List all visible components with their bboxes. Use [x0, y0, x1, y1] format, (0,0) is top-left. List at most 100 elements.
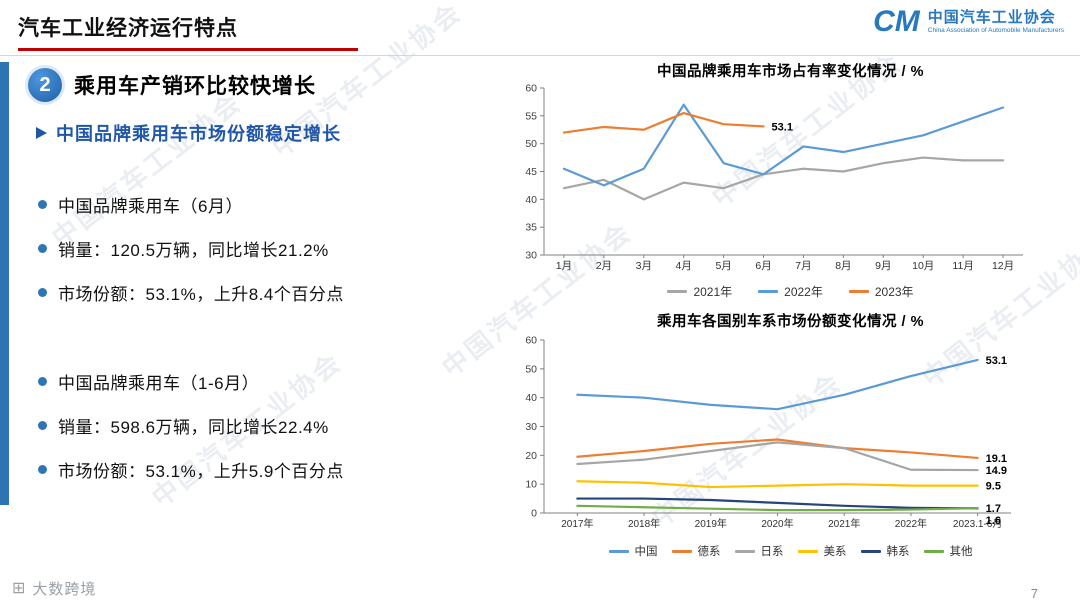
x-axis-label: 9月 — [875, 260, 891, 272]
cama-logo: CM 中国汽车工业协会 China Association of Automob… — [873, 7, 1064, 37]
legend-item: 2021年 — [667, 283, 732, 300]
left-panel: 2 乘用车产销环比较快增长 中国品牌乘用车市场份额稳定增长 中国品牌乘用车（6月… — [28, 68, 500, 501]
left-accent-bar — [0, 62, 9, 505]
line-chart-origin-share: 0 10 20 30 40 50 60 2017年 2018年 2019年 2020年 2021年 20… — [525, 335, 1011, 530]
logo-name-cn: 中国汽车工业协会 — [927, 8, 1056, 26]
chart-title: 乘用车各国别车系市场份额变化情况 / % — [657, 314, 924, 330]
series-end-label: 19.1 — [986, 453, 1007, 465]
header: 汽车工业经济运行特点 CM 中国汽车工业协会 China Association… — [0, 0, 1080, 56]
legend-line-icon — [923, 549, 944, 553]
bullet-dot-icon — [38, 377, 47, 386]
legend-line-icon — [671, 549, 692, 553]
series-line-韩系 — [576, 497, 979, 510]
legend-line-icon — [667, 290, 688, 293]
legend-label: 日系 — [760, 546, 784, 558]
series-line-中国 — [576, 358, 979, 411]
legend-item: 中国 — [608, 543, 658, 559]
bullet-item: 中国品牌乘用车（1-6月） — [38, 369, 500, 394]
legend-label: 韩系 — [886, 546, 910, 558]
y-axis-label: 30 — [525, 421, 537, 433]
bullet-dot-icon — [38, 421, 47, 430]
legend-label: 德系 — [697, 546, 721, 558]
bullet-text: 中国品牌乘用车（6月） — [58, 197, 243, 216]
x-axis-label: 7月 — [795, 260, 811, 272]
x-axis-label: 11月 — [952, 260, 973, 272]
series-line-其他 — [576, 504, 979, 512]
section-title: 乘用车产销环比较快增长 — [74, 75, 316, 98]
section-header: 2 乘用车产销环比较快增长 — [28, 68, 500, 102]
series-line-2021年 — [562, 156, 1005, 201]
legend-item: 其他 — [923, 543, 973, 559]
bullet-dot-icon — [38, 288, 47, 297]
series-end-label: 14.9 — [986, 465, 1007, 477]
x-axis-label: 2019年 — [695, 517, 727, 530]
bullet-item: 市场份额：53.1%，上升5.9个百分点 — [38, 457, 500, 482]
dashu-logo-icon: ⊞ — [12, 579, 27, 597]
y-axis-label: 60 — [525, 83, 537, 95]
series-line-美系 — [576, 480, 979, 489]
series-end-label: 53.1 — [772, 121, 793, 133]
bullet-group-june: 中国品牌乘用车（6月） 销量：120.5万辆，同比增长21.2% 市场份额：53… — [38, 192, 500, 305]
bullet-text: 市场份额：53.1%，上升8.4个百分点 — [58, 285, 344, 304]
x-axis-label: 2021年 — [828, 517, 860, 530]
x-axis-label: 2020年 — [761, 517, 793, 530]
x-axis-label: 2018年 — [628, 517, 660, 530]
x-axis-label: 8月 — [835, 260, 851, 272]
y-axis-label: 50 — [525, 363, 537, 375]
legend-label: 2023年 — [874, 285, 914, 299]
y-axis-label: 10 — [525, 479, 537, 491]
y-axis-label: 30 — [525, 250, 537, 262]
x-axis-label: 6月 — [755, 260, 771, 272]
bullet-dot-icon — [38, 200, 47, 209]
y-axis-label: 0 — [531, 508, 537, 520]
page-number: 7 — [1030, 586, 1038, 601]
y-axis-label: 35 — [525, 222, 537, 234]
legend-item: 2023年 — [848, 283, 914, 300]
bullet-item: 市场份额：53.1%，上升8.4个百分点 — [38, 280, 500, 305]
x-axis-label: 5月 — [715, 260, 731, 272]
series-line-2022年 — [562, 103, 1005, 187]
bullet-group-h1: 中国品牌乘用车（1-6月） 销量：598.6万辆，同比增长22.4% 市场份额：… — [38, 369, 500, 482]
subtitle-text: 中国品牌乘用车市场份额稳定增长 — [56, 124, 341, 144]
legend-item: 美系 — [797, 543, 847, 559]
bullet-item: 销量：598.6万辆，同比增长22.4% — [38, 413, 500, 438]
series-end-label: 9.5 — [986, 481, 1001, 493]
y-axis-label: 50 — [525, 138, 537, 150]
series-line-2023年 — [562, 111, 765, 134]
legend-label: 2022年 — [784, 285, 823, 299]
legend-line-icon — [734, 549, 755, 553]
chart-market-share-by-month: 中国品牌乘用车市场占有率变化情况 / % 30 35 40 45 50 55 60 1月 2月 3… — [508, 60, 1073, 300]
series-end-label: 53.1 — [986, 355, 1007, 367]
bullet-text: 销量：598.6万辆，同比增长22.4% — [58, 418, 329, 437]
bullet-item: 销量：120.5万辆，同比增长21.2% — [38, 236, 500, 261]
bullet-text: 销量：120.5万辆，同比增长21.2% — [58, 241, 329, 260]
legend-line-icon — [797, 549, 818, 553]
x-axis-label: 12月 — [992, 260, 1014, 272]
series-line-日系 — [576, 441, 979, 472]
legend-item: 韩系 — [860, 543, 910, 559]
y-axis-label: 40 — [525, 392, 537, 404]
bullet-dot-icon — [38, 244, 47, 253]
bullet-item: 中国品牌乘用车（6月） — [38, 192, 500, 217]
x-axis-label: 10月 — [912, 260, 934, 272]
bullet-text: 市场份额：53.1%，上升5.9个百分点 — [58, 462, 344, 481]
legend-line-icon — [860, 549, 881, 553]
page-title: 汽车工业经济运行特点 — [18, 12, 358, 51]
bullet-dot-icon — [38, 465, 47, 474]
y-axis-label: 60 — [525, 335, 537, 347]
subtitle-row: 中国品牌乘用车市场份额稳定增长 — [36, 120, 500, 146]
chart-legend: 中国 德系 日系 美系 韩系 其他 — [508, 543, 1073, 559]
x-axis-label: 2022年 — [895, 517, 927, 530]
line-chart-monthly-share: 30 35 40 45 50 55 60 1月 2月 3月 4月 5月 6月 7月 8月 9月 10月 11月 12… — [525, 83, 1023, 272]
series-end-label: 1.7 — [986, 503, 1001, 515]
legend-label: 美系 — [823, 546, 847, 558]
series-line-德系 — [576, 438, 979, 460]
chart-legend: 2021年 2022年 2023年 — [508, 283, 1073, 300]
y-axis-label: 55 — [525, 110, 537, 122]
x-axis-label: 2017年 — [561, 517, 593, 530]
legend-item: 德系 — [671, 543, 721, 559]
x-axis-label: 2月 — [596, 260, 612, 272]
legend-item: 日系 — [734, 543, 784, 559]
chart-title: 中国品牌乘用车市场占有率变化情况 / % — [657, 64, 924, 80]
